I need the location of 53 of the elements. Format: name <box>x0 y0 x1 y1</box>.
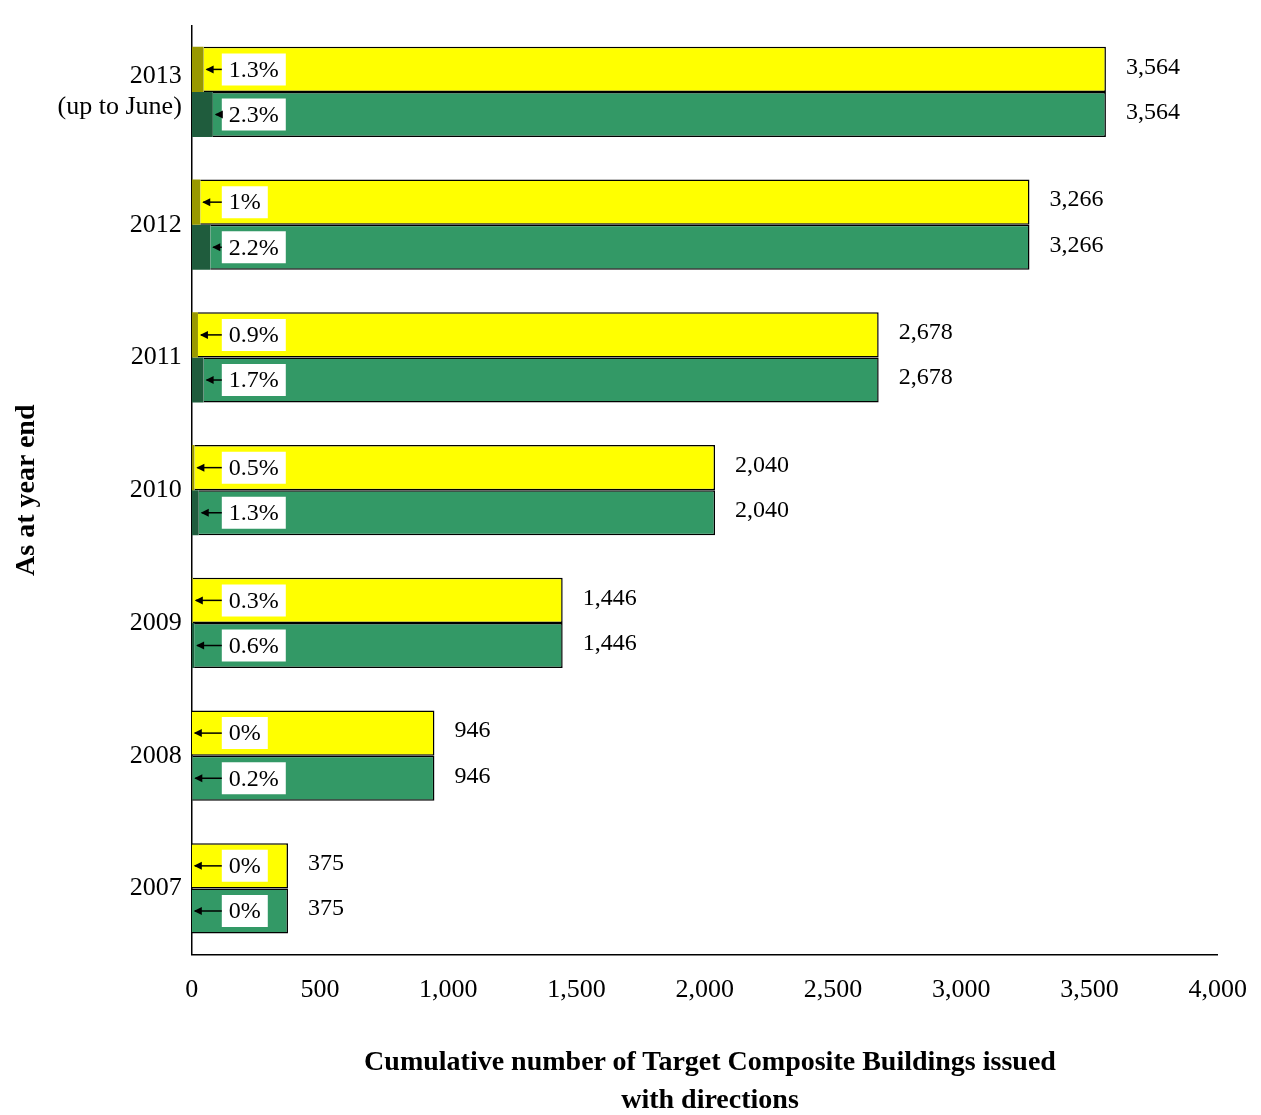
data-label: 375 <box>307 894 344 921</box>
bar <box>191 179 201 225</box>
y-tick-label: 2008 <box>129 739 182 769</box>
data-label: 946 <box>454 761 491 788</box>
data-label: 2,678 <box>898 363 953 390</box>
data-label: 3,266 <box>1049 185 1104 212</box>
annotation: 0.9% <box>228 321 279 348</box>
x-tick-label: 4,000 <box>1188 974 1247 1004</box>
annotation: 0.2% <box>228 764 279 791</box>
annotation: 1.7% <box>228 366 279 393</box>
data-label: 3,564 <box>1125 97 1180 124</box>
data-label: 2,678 <box>898 318 953 345</box>
x-tick-label: 500 <box>300 974 340 1004</box>
annotation: 1% <box>228 188 261 215</box>
bar <box>191 224 211 270</box>
y-tick-label: 2010 <box>129 474 182 504</box>
x-tick-label: 0 <box>185 974 199 1004</box>
annotation: 0% <box>228 719 261 746</box>
data-label: 375 <box>307 849 344 876</box>
y-tick-label: 2011 <box>130 341 182 371</box>
annotation: 1.3% <box>228 499 279 526</box>
annotation: 0.3% <box>228 586 279 613</box>
annotation: 1.3% <box>228 55 279 82</box>
data-label: 2,040 <box>735 450 790 477</box>
data-label: 946 <box>454 716 491 743</box>
x-tick-label: 3,000 <box>932 974 991 1004</box>
y-tick-label: 2013 (up to June) <box>57 60 182 121</box>
data-label: 3,564 <box>1125 52 1180 79</box>
data-label: 1,446 <box>582 583 637 610</box>
bar <box>191 357 204 403</box>
y-tick-label: 2007 <box>129 872 182 902</box>
x-tick-label: 1,000 <box>419 974 478 1004</box>
bar <box>191 91 213 138</box>
annotation: 0.5% <box>228 453 279 480</box>
bar <box>191 312 198 358</box>
annotation: 0% <box>228 897 261 924</box>
y-tick-label: 2009 <box>129 606 182 636</box>
bar <box>191 490 199 536</box>
annotation: 2.2% <box>228 233 279 260</box>
bar <box>191 46 204 92</box>
data-label: 2,040 <box>735 496 790 523</box>
x-tick-label: 1,500 <box>547 974 606 1004</box>
data-label: 3,266 <box>1049 230 1104 257</box>
annotation: 0.6% <box>228 631 279 658</box>
annotation: 2.3% <box>228 100 279 127</box>
y-tick-label: 2012 <box>129 208 182 238</box>
x-tick-label: 2,000 <box>675 974 735 1004</box>
x-tick-label: 2,500 <box>803 974 863 1004</box>
x-tick-label: 3,500 <box>1060 974 1119 1004</box>
data-label: 1,446 <box>582 628 637 655</box>
annotation: 0% <box>228 852 261 879</box>
x-axis-title: Cumulative number of Target Composite Buildings issued with directions <box>363 1044 1057 1115</box>
y-axis-title: As at year end <box>9 404 41 576</box>
